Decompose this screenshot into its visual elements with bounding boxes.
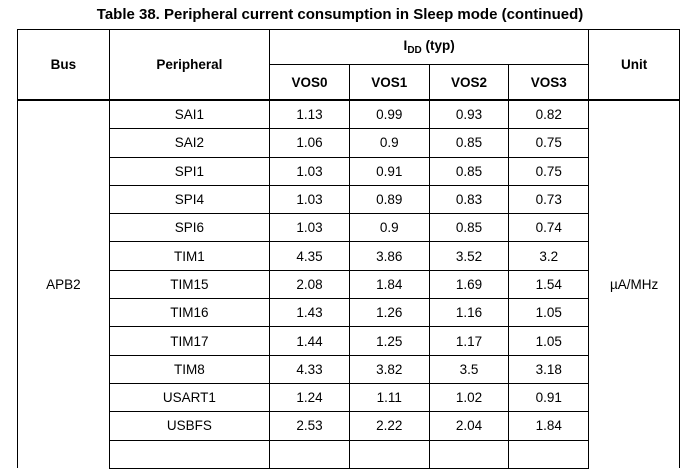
peripheral-cell: SPI1 (109, 157, 271, 186)
vos2-cell: 0.85 (429, 157, 510, 186)
vos0-cell: 1.44 (269, 326, 350, 356)
vos3-cell: 0.75 (508, 157, 590, 186)
header-vos2: VOS2 (429, 64, 510, 101)
vos0-cell: 1.43 (269, 298, 350, 328)
vos0-cell: 4.33 (269, 355, 350, 384)
empty-cell (109, 440, 271, 469)
header-vos0: VOS0 (269, 64, 350, 101)
empty-cell (349, 440, 430, 469)
table-row: APB2 SAI1 1.13 0.99 0.93 0.82 µA/MHz (17, 100, 680, 469)
vos3-cell: 0.91 (508, 383, 590, 413)
table-row-partial (18, 440, 680, 469)
table-row: TIM16 1.43 1.26 1.16 1.05 (18, 298, 680, 328)
vos3-cell: 1.84 (508, 411, 590, 441)
vos0-cell: 1.13 (269, 100, 350, 130)
vos2-cell: 1.02 (429, 383, 510, 413)
peripheral-cell: TIM15 (109, 270, 271, 300)
vos1-cell: 1.25 (349, 326, 430, 356)
vos0-cell: 1.06 (269, 128, 350, 158)
vos0-cell: 1.03 (269, 213, 350, 243)
vos2-cell: 3.5 (429, 355, 510, 384)
table-row: SPI6 1.03 0.9 0.85 0.74 (18, 213, 680, 243)
table-row: SAI2 1.06 0.9 0.85 0.75 (18, 128, 680, 158)
vos1-cell: 1.26 (349, 298, 430, 328)
table-row: SPI1 1.03 0.91 0.85 0.75 (18, 157, 680, 186)
table-row: TIM8 4.33 3.82 3.5 3.18 (18, 355, 680, 384)
table-row: TIM17 1.44 1.25 1.17 1.05 (18, 326, 680, 356)
vos2-cell: 0.85 (429, 213, 510, 243)
vos0-cell: 1.03 (269, 185, 350, 215)
header-idd: IDD (typ) (269, 29, 590, 65)
empty-cell (269, 440, 350, 469)
table-row: TIM1 4.35 3.86 3.52 3.2 (18, 241, 680, 271)
table-row: SPI4 1.03 0.89 0.83 0.73 (18, 185, 680, 215)
bus-cell: APB2 (17, 100, 110, 469)
peripheral-cell: SPI4 (109, 185, 271, 215)
vos3-cell: 0.82 (508, 100, 590, 130)
table-row: TIM15 2.08 1.84 1.69 1.54 (18, 270, 680, 300)
vos1-cell: 0.91 (349, 157, 430, 186)
header-unit: Unit (588, 29, 680, 101)
vos2-cell: 1.17 (429, 326, 510, 356)
peripheral-cell: TIM17 (109, 326, 271, 356)
header-vos3: VOS3 (508, 64, 590, 101)
vos0-cell: 2.08 (269, 270, 350, 300)
vos3-cell: 1.54 (508, 270, 590, 300)
peripheral-cell: USART1 (109, 383, 271, 413)
vos3-cell: 3.18 (508, 355, 590, 384)
vos3-cell: 0.74 (508, 213, 590, 243)
vos3-cell: 1.05 (508, 326, 590, 356)
vos1-cell: 3.86 (349, 241, 430, 271)
unit-cell: µA/MHz (588, 100, 680, 469)
table-title: Table 38. Peripheral current consumption… (96, 6, 584, 23)
peripheral-cell: TIM16 (109, 298, 271, 328)
table-row: USART1 1.24 1.11 1.02 0.91 (18, 383, 680, 413)
vos2-cell: 2.04 (429, 411, 510, 441)
vos2-cell: 1.16 (429, 298, 510, 328)
vos1-cell: 0.9 (349, 128, 430, 158)
peripheral-cell: SPI6 (109, 213, 271, 243)
vos0-cell: 1.24 (269, 383, 350, 413)
vos1-cell: 1.11 (349, 383, 430, 413)
vos0-cell: 1.03 (269, 157, 350, 186)
table-row: USBFS 2.53 2.22 2.04 1.84 (18, 411, 680, 441)
vos3-cell: 0.73 (508, 185, 590, 215)
header-peripheral: Peripheral (109, 29, 271, 101)
peripheral-cell: SAI2 (109, 128, 271, 158)
vos1-cell: 0.89 (349, 185, 430, 215)
vos1-cell: 1.84 (349, 270, 430, 300)
vos0-cell: 4.35 (269, 241, 350, 271)
peripheral-cell: TIM8 (109, 355, 271, 384)
vos2-cell: 3.52 (429, 241, 510, 271)
vos2-cell: 1.69 (429, 270, 510, 300)
vos1-cell: 2.22 (349, 411, 430, 441)
peripheral-cell: TIM1 (109, 241, 271, 271)
peripheral-cell: USBFS (109, 411, 271, 441)
empty-cell (429, 440, 510, 469)
vos2-cell: 0.85 (429, 128, 510, 158)
vos2-cell: 0.83 (429, 185, 510, 215)
header-bus: Bus (17, 29, 110, 101)
header-vos1: VOS1 (349, 64, 430, 101)
vos3-cell: 0.75 (508, 128, 590, 158)
vos1-cell: 0.9 (349, 213, 430, 243)
vos1-cell: 0.99 (349, 100, 430, 130)
vos3-cell: 1.05 (508, 298, 590, 328)
empty-cell (508, 440, 590, 469)
vos2-cell: 0.93 (429, 100, 510, 130)
peripheral-cell: SAI1 (109, 100, 271, 130)
vos0-cell: 2.53 (269, 411, 350, 441)
current-consumption-table: Bus Peripheral IDD (typ) Unit VOS0 VOS1 … (17, 29, 680, 469)
vos3-cell: 3.2 (508, 241, 590, 271)
vos1-cell: 3.82 (349, 355, 430, 384)
